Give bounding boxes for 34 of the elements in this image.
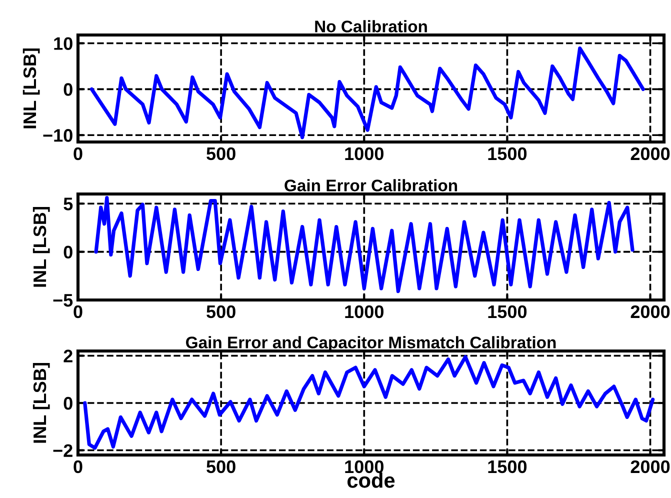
x-axis-title: code (348, 472, 395, 488)
x-tick-label: 2000 (630, 305, 670, 318)
x-tick-label: 0 (74, 147, 82, 160)
x-tick-label: 2000 (630, 460, 670, 474)
x-tick-label: 0 (74, 305, 82, 318)
x-tick-label: 1500 (488, 460, 527, 474)
x-tick-label: 1000 (345, 460, 384, 474)
x-tick-label: 0 (74, 460, 82, 474)
y-axis-title: INL [LSB] (32, 363, 50, 443)
y-axis-title: INL [LSB] (22, 48, 40, 128)
line-series (94, 196, 634, 294)
y-tick-label: 0 (64, 83, 72, 96)
y-axis-title: INL [LSB] (32, 207, 50, 287)
x-tick-label: 500 (206, 460, 236, 474)
y-tick-label: 5 (64, 198, 73, 210)
line-series (83, 355, 655, 450)
x-tick-label: 1500 (488, 305, 527, 318)
chart-title: No Calibration (315, 20, 427, 32)
y-tick-label: 2 (64, 350, 72, 362)
y-tick-label: 0 (64, 396, 72, 410)
y-tick-label: 10 (54, 37, 72, 50)
y-tick-label: −5 (53, 294, 73, 307)
chart-title: Gain Error and Capacitor Mismatch Calibration (186, 336, 556, 352)
chart-title: Gain Error Calibration (284, 179, 458, 192)
x-tick-label: 1500 (488, 147, 527, 160)
y-tick-label: −2 (53, 444, 72, 457)
x-tick-label: 1000 (345, 305, 384, 318)
x-tick-label: 500 (206, 147, 236, 160)
x-tick-label: 1000 (345, 147, 384, 160)
line-series (90, 46, 645, 140)
y-tick-label: −10 (43, 129, 72, 142)
x-tick-label: 500 (206, 305, 236, 318)
x-tick-label: 2000 (630, 147, 670, 160)
y-tick-label: 0 (64, 246, 72, 259)
